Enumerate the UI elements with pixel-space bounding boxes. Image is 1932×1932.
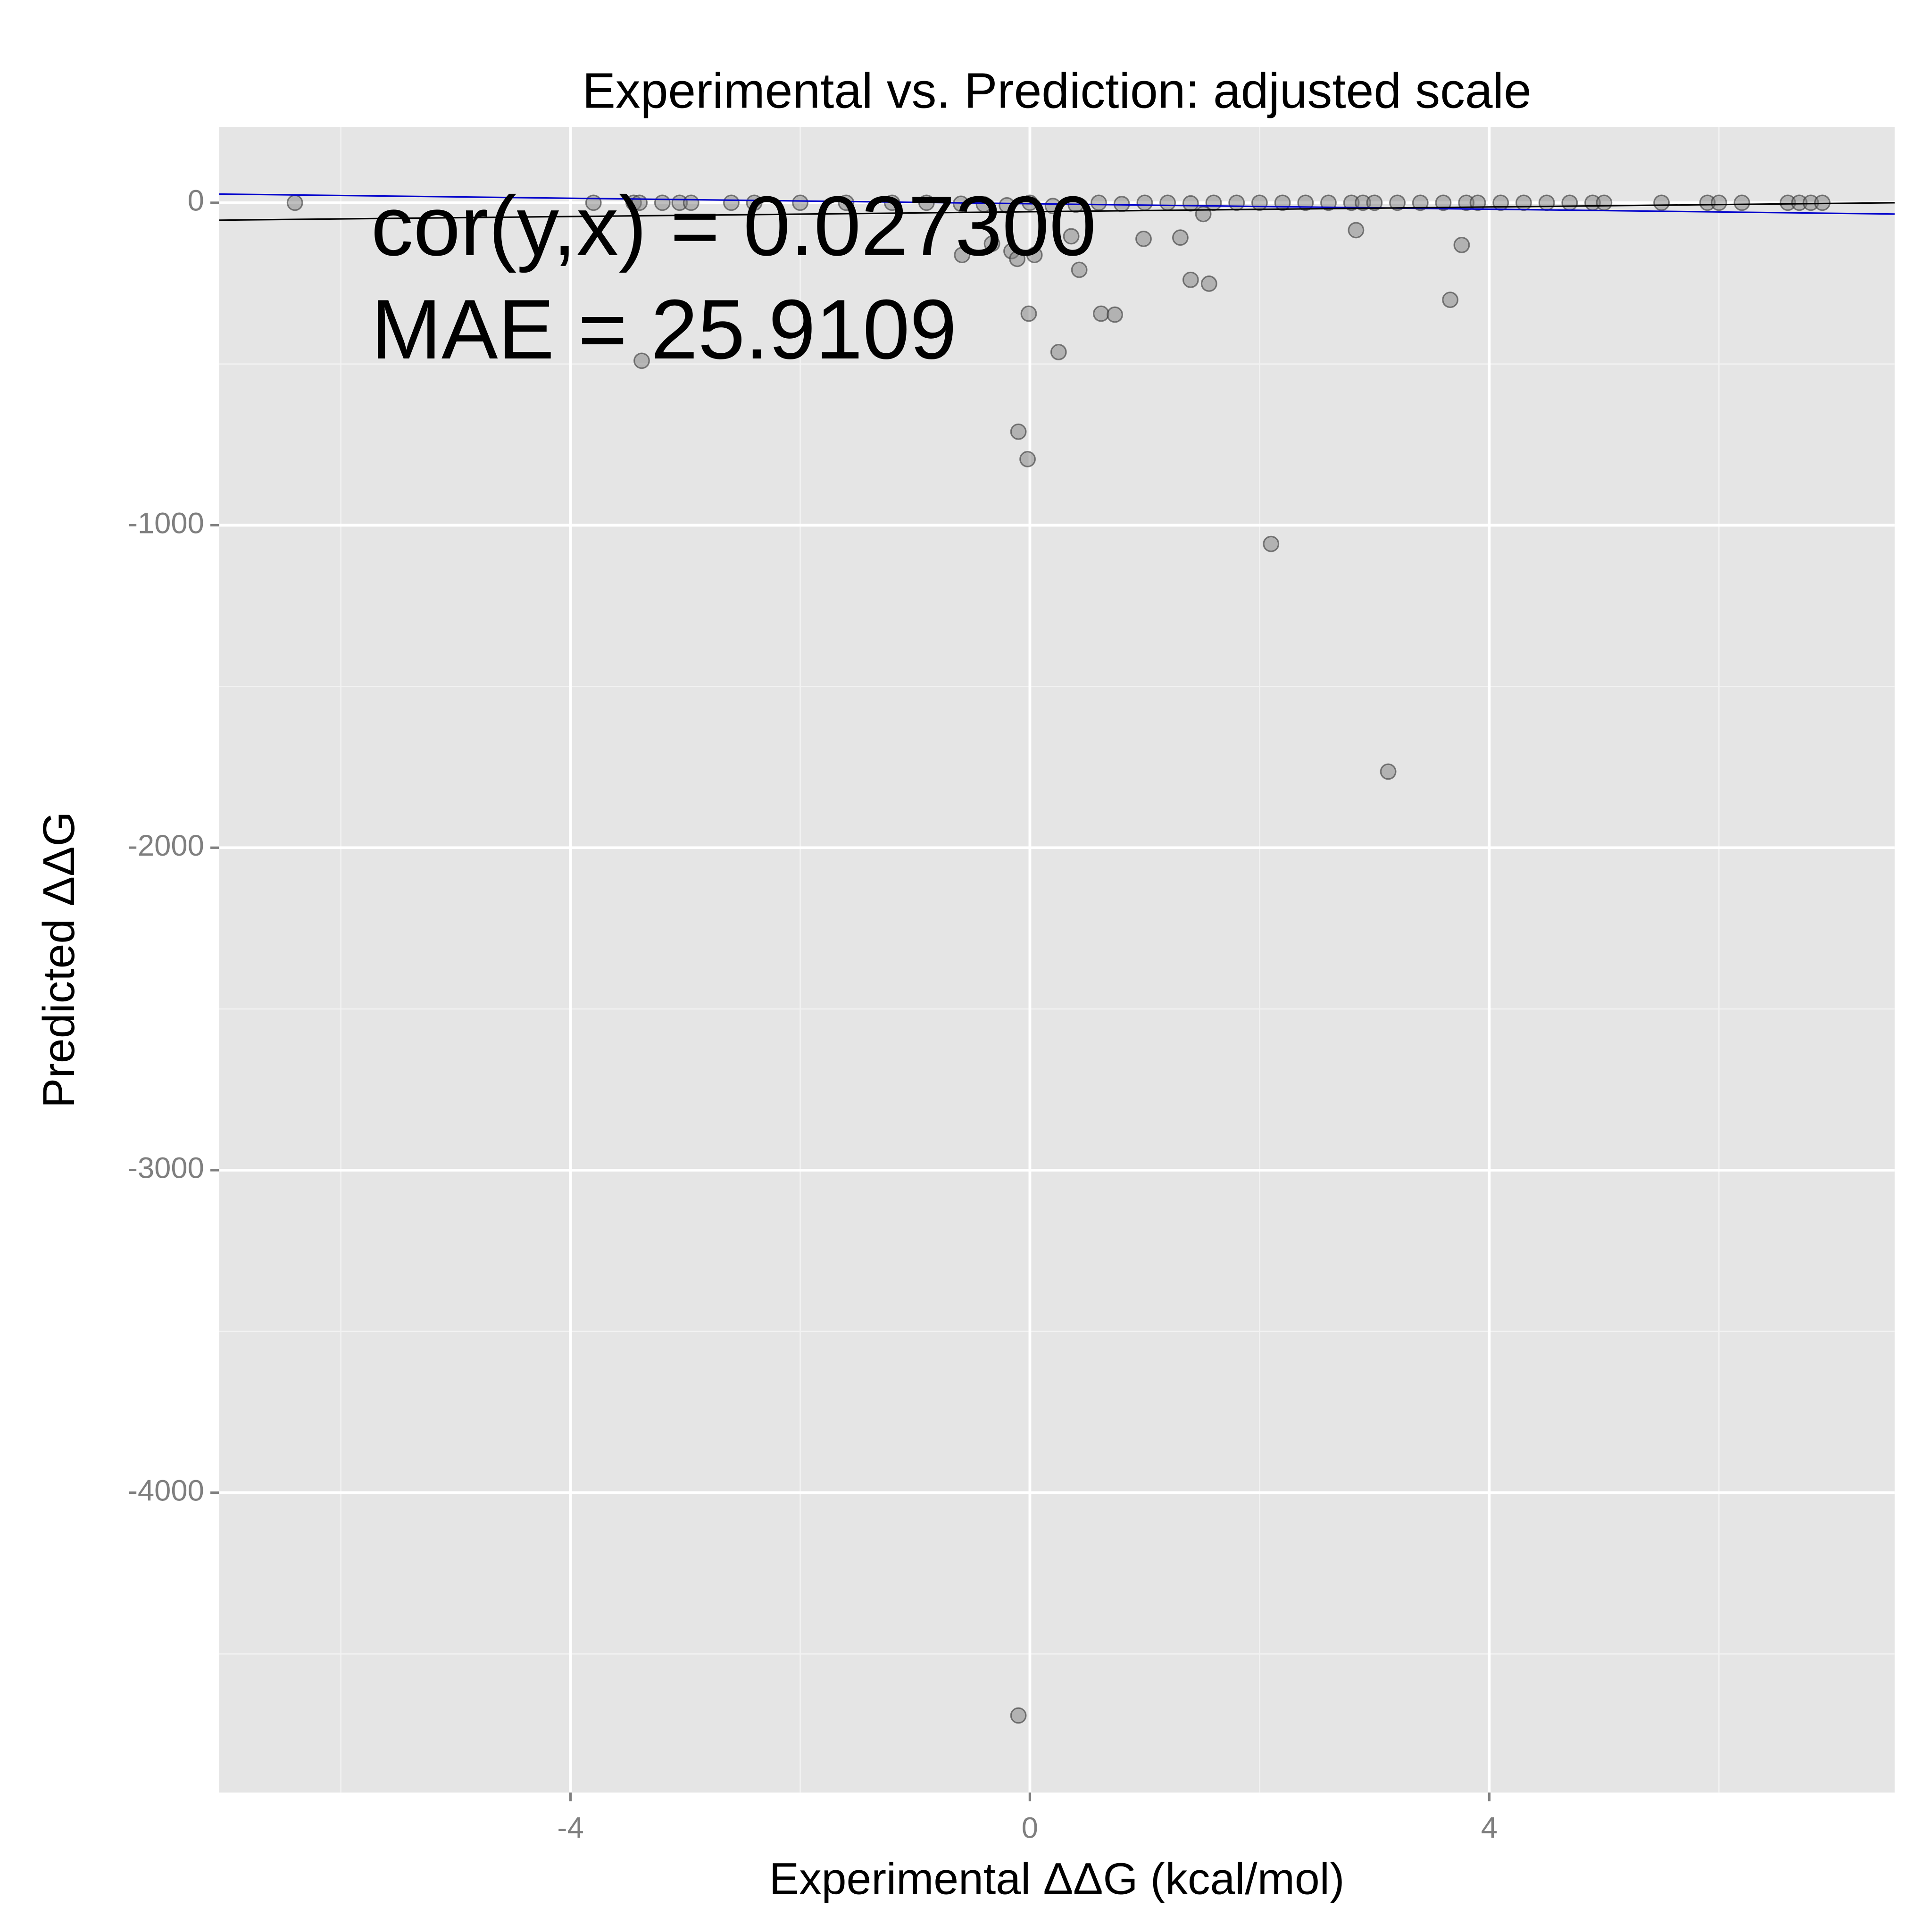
point <box>1019 450 1036 467</box>
point <box>1538 194 1555 211</box>
point <box>1733 194 1750 211</box>
point <box>1050 343 1067 360</box>
point <box>1469 194 1486 211</box>
point <box>1561 194 1578 211</box>
y-axis-label: Predicted ΔΔG <box>34 812 84 1108</box>
point <box>1195 206 1212 223</box>
point <box>1182 271 1199 288</box>
point <box>1492 194 1509 211</box>
point <box>1366 194 1383 211</box>
point <box>1653 194 1670 211</box>
point <box>1710 194 1727 211</box>
y-tick-label: -3000 <box>128 1152 204 1185</box>
x-tick-label: 0 <box>1022 1811 1038 1844</box>
point <box>1274 194 1291 211</box>
point <box>1263 535 1280 552</box>
point <box>792 194 808 211</box>
point <box>1063 228 1080 245</box>
point <box>1200 275 1217 292</box>
grid <box>219 127 1895 1793</box>
point <box>1297 194 1314 211</box>
point <box>1596 194 1613 211</box>
point <box>838 194 855 211</box>
point <box>983 235 1000 252</box>
point <box>1107 306 1124 323</box>
point <box>1135 231 1152 247</box>
fit-line <box>219 202 1895 221</box>
marks <box>219 193 1895 1724</box>
point <box>286 194 303 211</box>
plot-panel <box>219 127 1895 1793</box>
point <box>1071 261 1088 278</box>
point <box>1172 229 1189 246</box>
point <box>1044 198 1061 215</box>
chart-title: Experimental vs. Prediction: adjusted sc… <box>583 63 1532 118</box>
y-tick-label: -4000 <box>128 1474 204 1507</box>
point <box>1389 194 1406 211</box>
fit-line <box>219 193 1895 215</box>
y-tick-label: -2000 <box>128 829 204 862</box>
point <box>1251 194 1268 211</box>
point <box>1412 194 1429 211</box>
y-tick-label: -1000 <box>128 507 204 540</box>
point <box>1010 1707 1027 1724</box>
x-tick-label: 4 <box>1481 1811 1498 1844</box>
point <box>1380 763 1397 780</box>
point <box>633 352 650 369</box>
point <box>1020 305 1037 322</box>
point <box>1182 195 1199 212</box>
x-axis-label: Experimental ΔΔG (kcal/mol) <box>769 1854 1345 1904</box>
point <box>1228 194 1245 211</box>
point <box>1009 250 1026 267</box>
point <box>1453 237 1470 253</box>
point <box>1092 305 1109 322</box>
x-tick-label: -4 <box>557 1811 583 1844</box>
point <box>1091 194 1107 211</box>
point <box>1026 247 1043 264</box>
point <box>1136 194 1153 211</box>
point <box>999 197 1016 214</box>
point <box>1442 291 1458 308</box>
point <box>1022 194 1038 211</box>
point <box>746 194 763 211</box>
point <box>1435 194 1452 211</box>
point <box>723 194 740 211</box>
point <box>954 247 971 264</box>
y-tick-label: 0 <box>188 184 204 217</box>
point <box>1320 194 1337 211</box>
annotation: cor(y,x) = 0.027300 <box>371 179 1096 274</box>
point <box>1010 423 1027 440</box>
annotation: MAE = 25.9109 <box>371 283 957 377</box>
point <box>1515 194 1532 211</box>
point <box>1348 222 1365 239</box>
point <box>1159 194 1176 211</box>
